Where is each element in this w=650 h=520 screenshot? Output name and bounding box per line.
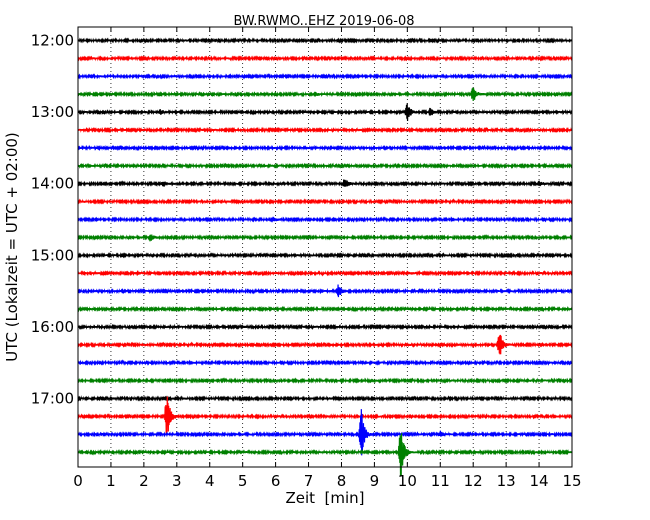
- x-tick-label: 15: [562, 472, 581, 490]
- y-axis-label: UTC (Lokalzeit = UTC + 02:00): [3, 132, 21, 362]
- trace-1745: [77, 433, 573, 476]
- x-axis: 0 1 2 3 4 5 6 7 8 9 10 11 12 13 14 15: [73, 27, 582, 490]
- trace-1345: [77, 162, 573, 170]
- trace-1730: [77, 409, 573, 456]
- trace-1600: [77, 323, 573, 331]
- trace-1415: [77, 198, 573, 205]
- x-axis-label: Zeit [min]: [285, 489, 364, 507]
- trace-1430: [77, 216, 573, 223]
- x-tick-label: 10: [398, 472, 417, 490]
- x-tick-label: 8: [337, 472, 347, 490]
- x-tick-label: 11: [431, 472, 450, 490]
- y-tick-label: 17:00: [31, 390, 74, 408]
- x-tick-label: 9: [370, 472, 380, 490]
- trace-1500: [77, 251, 573, 259]
- x-tick-label: 7: [304, 472, 314, 490]
- trace-1330: [77, 144, 573, 152]
- trace-1515: [77, 269, 573, 277]
- x-tick-label: 1: [106, 472, 116, 490]
- chart-title: BW.RWMO..EHZ 2019-06-08: [233, 14, 414, 29]
- trace-1300: [77, 103, 573, 121]
- y-tick-label: 15:00: [31, 246, 74, 264]
- x-tick-label: 4: [205, 472, 215, 490]
- x-tick-label: 2: [139, 472, 149, 490]
- y-tick-label: 12:00: [31, 32, 74, 50]
- grid-lines: [110, 27, 540, 467]
- plot-frame: [77, 26, 573, 468]
- trace-1630: [77, 359, 573, 367]
- y-tick-label: 13:00: [31, 103, 74, 121]
- trace-1645: [77, 377, 573, 384]
- trace-1400: [77, 179, 573, 188]
- x-tick-label: 3: [172, 472, 182, 490]
- x-tick-label: 0: [73, 472, 83, 490]
- trace-1715: [77, 396, 573, 435]
- trace-1215: [77, 55, 573, 62]
- trace-group: [77, 37, 573, 476]
- y-tick-label: 16:00: [31, 318, 74, 336]
- trace-1230: [77, 73, 573, 80]
- x-tick-label: 6: [271, 472, 281, 490]
- trace-1615: [77, 334, 573, 355]
- x-tick-label: 13: [497, 472, 516, 490]
- y-axis: 12:00 13:00 14:00 15:00 16:00 17:00: [31, 32, 572, 408]
- trace-1530: [77, 284, 573, 298]
- trace-1700: [77, 395, 573, 402]
- trace-1315: [77, 126, 573, 134]
- x-tick-label: 14: [530, 472, 549, 490]
- x-tick-label: 5: [238, 472, 248, 490]
- y-tick-label: 14:00: [31, 175, 74, 193]
- trace-1245: [77, 87, 573, 101]
- trace-1445: [77, 234, 573, 242]
- x-tick-label: 12: [464, 472, 483, 490]
- trace-1545: [77, 305, 573, 313]
- trace-1200: [77, 37, 573, 44]
